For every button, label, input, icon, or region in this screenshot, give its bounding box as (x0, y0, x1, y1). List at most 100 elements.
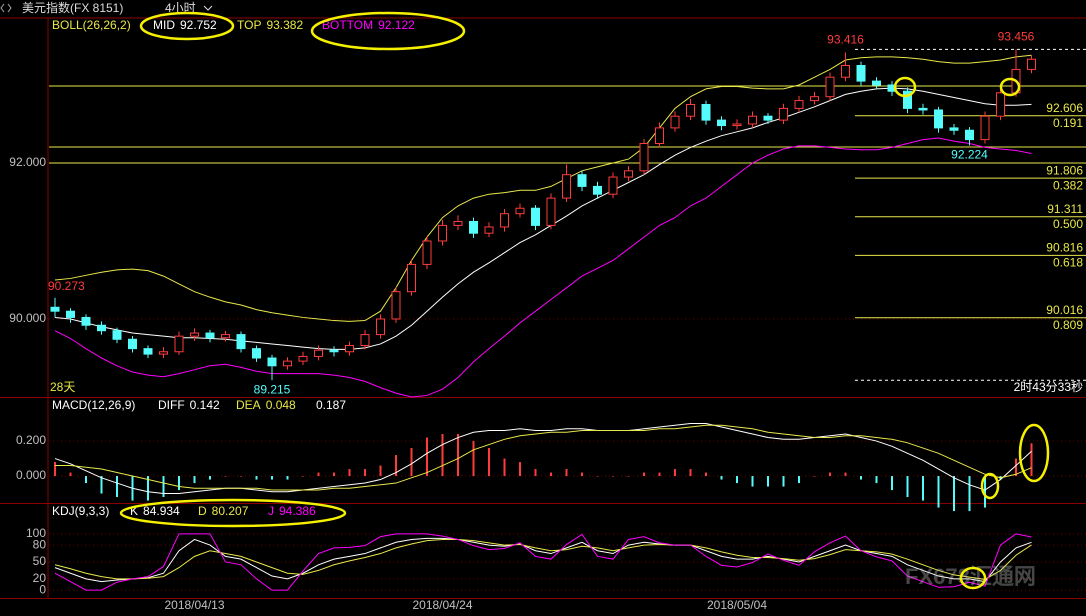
indicator-line (55, 424, 1032, 491)
candle-body (794, 100, 804, 109)
legend-item: BOTTOM 92.122 (322, 18, 415, 32)
panel-label: MACD(12,26,9) (52, 398, 135, 412)
period-label: 28天 (50, 380, 75, 394)
macd-bar (782, 476, 785, 487)
macd-bar (736, 476, 738, 484)
candle-body (329, 349, 339, 353)
indicator-line (54, 137, 1032, 398)
macd-bar (441, 434, 444, 477)
macd-bar (720, 476, 723, 480)
macd-bar (116, 476, 118, 498)
legend-value: 0.187 (316, 398, 346, 412)
macd-bar (596, 476, 599, 477)
candle-body (515, 207, 525, 215)
price-annotation: 93.416 (827, 33, 864, 47)
annotation-ellipse (119, 498, 347, 528)
price-annotation: 89.215 (254, 382, 291, 396)
y-tick-label: 0.000 (16, 468, 46, 482)
macd-bar (875, 476, 878, 484)
price-annotation: 92.224 (951, 148, 988, 162)
macd-bar (937, 476, 940, 508)
candle-body (112, 330, 122, 340)
macd-bar (658, 472, 661, 477)
instrument-title: 美元指数(FX 8151) (22, 0, 123, 15)
legend-item: DEA 0.048 (236, 398, 296, 412)
fib-ratio: 0.618 (1053, 256, 1083, 270)
macd-bar (379, 465, 382, 477)
candle-body (252, 348, 261, 359)
candle-body (980, 115, 990, 141)
candle-body (469, 221, 478, 234)
x-tick-label: 2018/05/04 (707, 598, 767, 612)
macd-bar (922, 476, 924, 501)
macd-bar (240, 476, 242, 477)
macd-bar (209, 476, 211, 480)
fib-ratio: 0.382 (1053, 178, 1083, 192)
macd-bar (1015, 458, 1017, 477)
macd-bar (829, 472, 831, 477)
candle-body (748, 115, 757, 125)
fib-price: 91.311 (1047, 202, 1083, 216)
macd-bar (953, 476, 955, 512)
legend-name: K (130, 504, 138, 518)
candle-body (763, 115, 773, 121)
indicator-line (54, 538, 1032, 580)
candle-body (624, 170, 633, 178)
legend-value: 80.207 (212, 504, 249, 518)
macd-bar (302, 476, 304, 477)
macd-bar (906, 476, 909, 498)
fib-ratio: 0.809 (1053, 318, 1083, 332)
candle-body (593, 185, 602, 195)
y-tick-label: 90.000 (9, 311, 46, 325)
macd-bar (100, 476, 103, 494)
indicator-line (54, 54, 1032, 322)
dropdown-icon[interactable] (203, 5, 213, 11)
macd-bar (224, 476, 227, 477)
nav-icon[interactable] (0, 3, 12, 13)
legend-value: 92.752 (180, 18, 217, 32)
macd-bar (54, 462, 56, 477)
macd-bar (503, 458, 506, 477)
countdown: 2时43分33秒 (1014, 380, 1083, 394)
period-select[interactable]: 4小时 (165, 1, 196, 15)
macd-bar (193, 476, 196, 484)
candle-body (1027, 58, 1036, 70)
legend-item: 0.187 (316, 398, 346, 412)
legend-item: DIFF 0.142 (158, 398, 220, 412)
panel-label: BOLL(26,26,2) (52, 18, 131, 32)
macd-bar (767, 476, 769, 487)
candle-body (732, 123, 742, 127)
legend-name: DEA (236, 398, 261, 412)
macd-bar (860, 476, 862, 480)
macd-bar (891, 476, 893, 491)
macd-bar (147, 476, 149, 501)
candle-body (562, 174, 571, 199)
candle-body (236, 334, 246, 350)
candle-body (128, 338, 137, 350)
macd-bar (550, 472, 552, 477)
candle-body (391, 291, 401, 320)
macd-bar (255, 476, 258, 480)
macd-bar (612, 476, 614, 477)
candle-body (686, 104, 695, 117)
macd-bar (162, 476, 165, 498)
macd-bar (364, 469, 366, 477)
macd-bar (968, 476, 971, 512)
macd-bar (627, 476, 630, 477)
candle-body (298, 355, 308, 362)
macd-bar (643, 472, 645, 477)
macd-bar (751, 476, 754, 487)
macd-bar (844, 472, 847, 477)
candle-body (577, 174, 587, 187)
legend-value: 0.142 (190, 398, 220, 412)
annotation-ellipse (980, 472, 1000, 500)
macd-bar (488, 448, 490, 477)
price-annotation: 90.273 (48, 279, 85, 293)
legend-name: BOTTOM (322, 18, 373, 32)
toolbar: 美元指数(FX 8151) 4小时 (0, 0, 213, 15)
panel-label: KDJ(9,3,3) (52, 504, 109, 518)
candle-body (934, 109, 943, 129)
macd-bar (85, 476, 87, 484)
macd-bar (689, 469, 692, 477)
